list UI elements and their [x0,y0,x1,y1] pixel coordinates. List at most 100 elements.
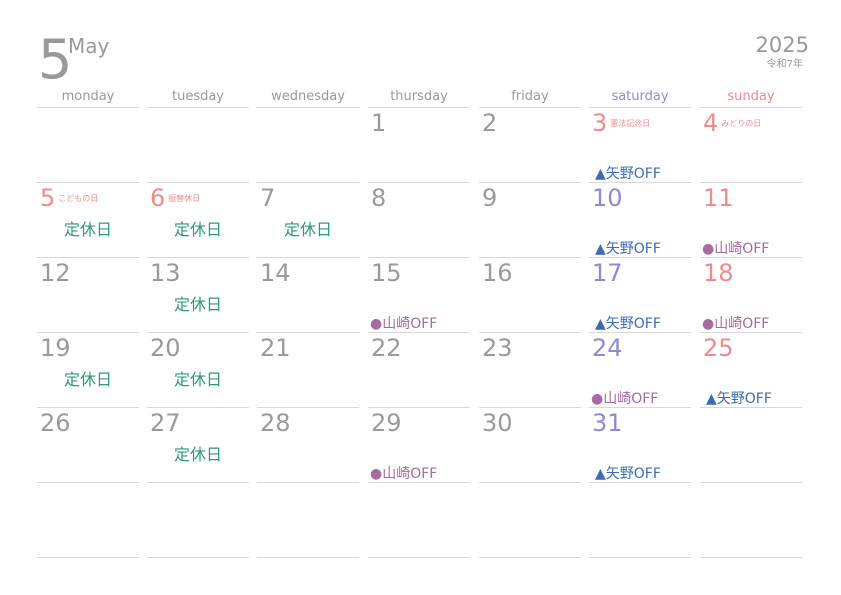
day-number: 7 [260,184,275,212]
day-cell[interactable]: 15 ●山崎OFF [368,257,470,332]
holiday-name: こどもの日 [58,194,99,203]
day-cell[interactable]: 26 [37,407,139,482]
day-number: 25 [703,334,734,362]
day-number-text: 6 [150,184,166,212]
day-number-text: 3 [592,109,608,137]
day-cell[interactable]: 1 [368,107,470,182]
day-cell[interactable]: 16 [479,257,581,332]
day-cell[interactable]: 27 定休日 [147,407,249,482]
day-cell[interactable]: 4 みどりの日 [700,107,802,182]
day-cell[interactable]: 8 [368,182,470,257]
day-cell[interactable]: 6 振替休日 定休日 [147,182,249,257]
day-number: 26 [40,409,71,437]
day-number-text: 9 [482,184,498,212]
day-number: 16 [482,259,513,287]
day-cell[interactable]: 13 定休日 [147,257,249,332]
day-cell[interactable]: 7 定休日 [257,182,359,257]
row-divider [257,482,359,483]
day-cell[interactable]: 17 ▲矢野OFF [589,257,691,332]
closed-day-label: 定休日 [63,370,112,389]
day-number-text: 31 [592,409,623,437]
month-name: May [68,34,110,58]
row-divider [589,407,691,408]
header-divider [257,107,359,108]
day-cell [700,482,802,557]
yamazaki-off-label: ●山崎OFF [702,241,770,257]
day-number-text: 11 [703,184,734,212]
row-divider [479,332,581,333]
row-divider [368,182,470,183]
day-cell [257,482,359,557]
day-number: 12 [40,259,71,287]
day-number: 22 [371,334,402,362]
day-cell [479,482,581,557]
day-number: 31 [592,409,623,437]
row-divider [37,557,139,558]
day-number: 15 [371,259,402,287]
day-number: 1 [371,109,386,137]
header-divider [37,107,139,108]
day-number: 21 [260,334,291,362]
day-cell[interactable]: 5 こどもの日 定休日 [37,182,139,257]
day-cell[interactable]: 30 [479,407,581,482]
row-divider [700,557,802,558]
day-number: 29 [371,409,402,437]
day-number: 14 [260,259,291,287]
day-cell [589,482,691,557]
day-cell[interactable]: 2 [479,107,581,182]
day-cell[interactable]: 12 [37,257,139,332]
day-cell[interactable]: 3 憲法記念日 ▲矢野OFF [589,107,691,182]
row-divider [479,407,581,408]
day-number: 17 [592,259,623,287]
weekday-monday: monday [61,89,115,104]
row-divider [368,257,470,258]
holiday-name: 憲法記念日 [610,119,651,128]
day-number: 30 [482,409,513,437]
yamazaki-off-label: ●山崎OFF [370,466,438,482]
year: 2025 [755,33,809,57]
day-cell[interactable]: 22 [368,332,470,407]
day-number: 28 [260,409,291,437]
day-number-text: 2 [482,109,498,137]
day-cell[interactable]: 21 [257,332,359,407]
day-cell[interactable]: 14 [257,257,359,332]
yamazaki-off-label: ●山崎OFF [591,391,659,407]
day-number-text: 25 [703,334,734,362]
row-divider [147,407,249,408]
day-cell [147,107,249,182]
day-cell[interactable]: 9 [479,182,581,257]
day-cell[interactable]: 24 ●山崎OFF [589,332,691,407]
yano-off-label: ▲矢野OFF [595,166,661,182]
day-cell[interactable]: 10 ▲矢野OFF [589,182,691,257]
day-number: 4 みどりの日 [703,109,761,138]
day-number: 2 [482,109,497,137]
day-cell[interactable]: 25 ▲矢野OFF [700,332,802,407]
weekday-sunday: sunday [727,89,775,104]
day-number-text: 5 [40,184,56,212]
day-number-text: 16 [482,259,513,287]
day-cell[interactable]: 19 定休日 [37,332,139,407]
day-number: 3 憲法記念日 [592,109,650,138]
row-divider [147,257,249,258]
day-number-text: 29 [371,409,402,437]
day-cell [700,407,802,482]
closed-day-label: 定休日 [173,370,222,389]
day-cell[interactable]: 28 [257,407,359,482]
day-cell[interactable]: 20 定休日 [147,332,249,407]
day-cell[interactable]: 23 [479,332,581,407]
day-cell[interactable]: 31 ▲矢野OFF [589,407,691,482]
day-cell[interactable]: 18 ●山崎OFF [700,257,802,332]
row-divider [589,182,691,183]
day-number-text: 13 [150,259,181,287]
day-cell[interactable]: 11 ●山崎OFF [700,182,802,257]
day-number: 13 [150,259,181,287]
row-divider [37,482,139,483]
day-cell [147,482,249,557]
row-divider [147,182,249,183]
row-divider [37,257,139,258]
yano-off-label: ▲矢野OFF [706,391,772,407]
day-cell [257,107,359,182]
day-number-text: 21 [260,334,291,362]
row-divider [257,182,359,183]
day-cell[interactable]: 29 ●山崎OFF [368,407,470,482]
